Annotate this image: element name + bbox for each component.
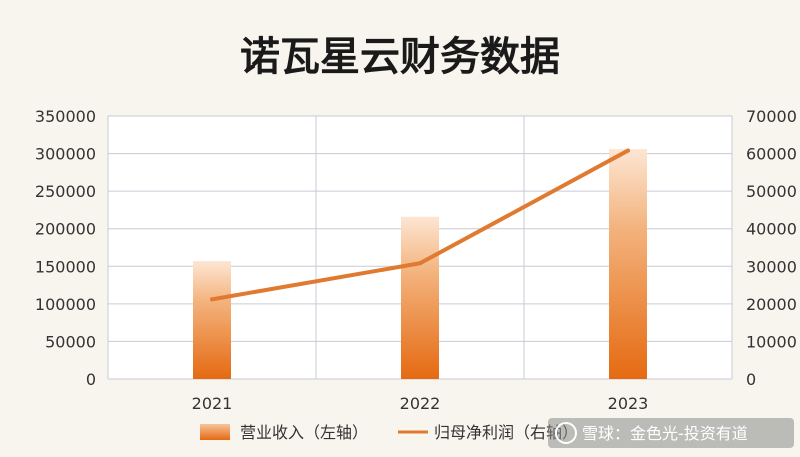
y-right-tick-label: 50000: [746, 182, 797, 201]
y-left-ticks: 0 50000 100000 150000 200000 250000 300000 3500…: [35, 107, 96, 389]
y-left-tick-label: 0: [86, 370, 96, 389]
x-tick-label: 2023: [608, 394, 649, 413]
bar-revenue-2023: [609, 149, 647, 379]
y-right-tick-label: 70000: [746, 107, 797, 126]
y-left-tick-label: 300000: [35, 145, 96, 164]
watermark-logo-icon: [555, 422, 577, 444]
y-right-tick-label: 0: [746, 370, 756, 389]
y-right-tick-label: 10000: [746, 332, 797, 351]
y-left-tick-label: 100000: [35, 295, 96, 314]
watermark-backdrop: [548, 418, 794, 448]
legend-label-bar: 营业收入（左轴）: [240, 423, 368, 442]
y-left-tick-label: 50000: [45, 332, 96, 351]
legend-swatch-bar: [200, 424, 230, 440]
y-left-tick-label: 250000: [35, 182, 96, 201]
y-left-tick-label: 350000: [35, 107, 96, 126]
watermark-text: 雪球：金色光-投资有道: [582, 424, 748, 443]
bar-revenue-2021: [193, 261, 231, 379]
x-tick-labels: 2021 2022 2023: [192, 394, 649, 413]
legend-label-line: 归母净利润（右轴）: [434, 423, 578, 442]
y-right-ticks: 0 10000 20000 30000 40000 50000 60000 70000: [746, 107, 797, 389]
point-net-profit-2023: [626, 148, 630, 153]
chart-title: 诺瓦星云财务数据: [240, 34, 560, 80]
line-series: [210, 148, 630, 302]
y-right-tick-label: 20000: [746, 295, 797, 314]
y-left-tick-label: 200000: [35, 220, 96, 239]
y-right-tick-label: 40000: [746, 220, 797, 239]
point-net-profit-2022: [418, 261, 422, 266]
x-tick-label: 2021: [192, 394, 233, 413]
x-tick-label: 2022: [400, 394, 441, 413]
bar-revenue-2022: [401, 216, 439, 379]
legend: 营业收入（左轴） 归母净利润（右轴）: [200, 423, 578, 442]
y-left-tick-label: 150000: [35, 257, 96, 276]
point-net-profit-2021: [210, 297, 214, 302]
y-right-tick-label: 60000: [746, 145, 797, 164]
y-right-tick-label: 30000: [746, 257, 797, 276]
bars: [193, 149, 647, 379]
watermark: 雪球：金色光-投资有道: [548, 418, 794, 448]
